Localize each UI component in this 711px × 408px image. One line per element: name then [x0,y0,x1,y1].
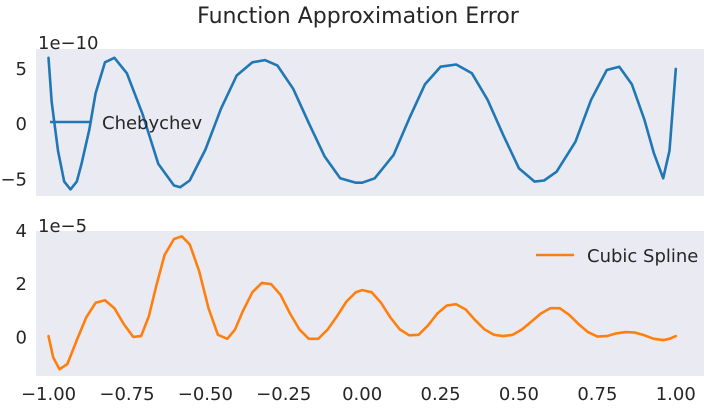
x-tick-label: 0.75 [577,384,617,405]
bottom-axes-marks: 0 2 4 [16,221,678,371]
cubic-spline-legend: Cubic Spline [536,246,698,267]
y-tick-label: 2 [16,274,27,295]
x-tick-label: −0.50 [178,384,233,405]
x-tick-label: −0.25 [256,384,311,405]
y-tick-label: −5 [0,169,27,190]
series-line [47,235,678,371]
x-axis-tick-labels: −1.00 −0.75 −0.50 −0.25 0.00 0.25 0.50 0.75 1.00 [21,384,696,405]
x-tick-label: −0.75 [99,384,154,405]
chebychev-legend-label: Chebychev [102,113,203,134]
x-tick-label: 0.25 [421,384,461,405]
y-tick-label: 4 [16,221,27,242]
x-tick-label: −1.00 [21,384,76,405]
series-line [47,56,678,191]
x-tick-label: 0.50 [499,384,539,405]
top-axes-marks: −5 0 5 [0,56,678,191]
x-tick-label: 0.00 [342,384,382,405]
bottom-axes-background [36,231,704,376]
y-tick-label: 0 [16,327,27,348]
cubic-spline-legend-label: Cubic Spline [587,246,698,267]
bottom-axes-offset-label: 1e−5 [38,216,87,237]
top-axes-offset-label: 1e−10 [38,33,99,54]
top-axes-background [36,49,704,196]
chebychev-legend: Chebychev [50,113,203,134]
figure-title: Function Approximation Error [197,4,520,29]
x-tick-label: 1.00 [656,384,696,405]
y-tick-label: 5 [16,59,27,80]
chebychev-error-panel: −5 0 5 1e−10 Chebychev [0,33,704,196]
cubic-spline-error-panel: 0 2 4 1e−5 Cubic Spline [16,216,704,376]
y-tick-label: 0 [16,114,27,135]
